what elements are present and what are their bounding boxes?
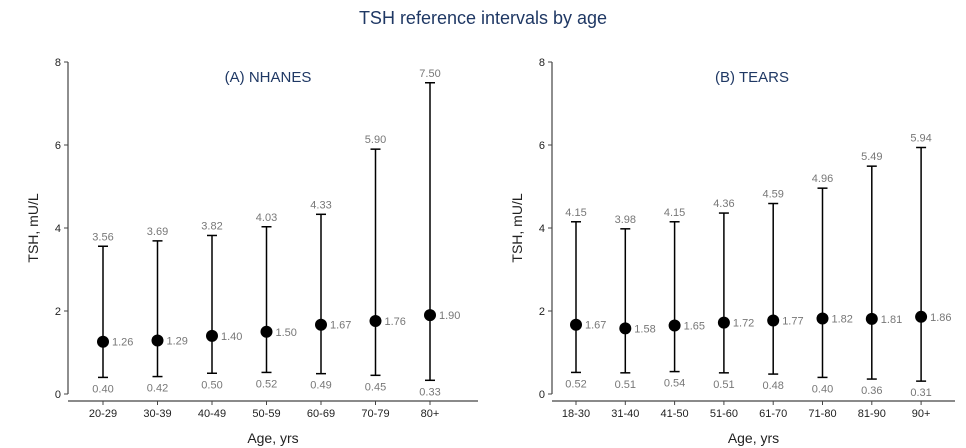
median-value-label: 1.81 (881, 314, 902, 326)
upper-value-label: 5.94 (910, 132, 931, 144)
x-axis-label: Age, yrs (728, 430, 779, 446)
y-tick-label: 6 (55, 140, 61, 152)
upper-value-label: 3.82 (201, 220, 222, 232)
y-tick-label: 4 (55, 223, 61, 235)
x-tick-label: 81-90 (858, 408, 886, 420)
lower-value-label: 0.33 (419, 386, 440, 398)
median-value-label: 1.58 (634, 323, 655, 335)
x-tick-label: 51-60 (710, 408, 738, 420)
median-value-label: 1.50 (276, 327, 297, 339)
lower-value-label: 0.52 (565, 378, 586, 390)
median-point (97, 335, 109, 348)
x-tick-label: 30-39 (143, 408, 171, 420)
median-point (816, 312, 829, 325)
median-point (570, 318, 582, 331)
median-point (668, 319, 681, 332)
panel-title: (B) TEARS (715, 69, 789, 86)
lower-value-label: 0.48 (762, 380, 783, 392)
median-value-label: 1.67 (330, 320, 351, 332)
upper-value-label: 4.36 (713, 198, 734, 210)
median-point (767, 314, 780, 327)
upper-value-label: 4.03 (256, 212, 277, 224)
y-tick-label: 0 (55, 389, 61, 401)
x-tick-label: 20-29 (89, 408, 117, 420)
median-value-label: 1.29 (167, 335, 188, 347)
median-value-label: 1.86 (930, 312, 951, 324)
x-tick-label: 61-70 (759, 408, 787, 420)
median-value-label: 1.40 (221, 331, 242, 343)
lower-value-label: 0.36 (861, 385, 882, 397)
median-value-label: 1.90 (439, 310, 460, 322)
median-point (315, 318, 327, 331)
median-point (717, 316, 730, 329)
y-tick-label: 2 (55, 306, 61, 318)
x-tick-label: 18-30 (562, 408, 590, 420)
median-point (915, 310, 928, 323)
lower-value-label: 0.42 (147, 383, 168, 395)
median-point (151, 334, 164, 347)
x-axis-label: Age, yrs (247, 430, 298, 446)
y-tick-label: 0 (539, 389, 545, 401)
x-tick-label: 60-69 (307, 408, 335, 420)
upper-value-label: 3.98 (615, 214, 636, 226)
x-tick-label: 90+ (912, 408, 931, 420)
x-tick-label: 80+ (421, 408, 440, 420)
upper-value-label: 5.49 (861, 151, 882, 163)
median-point (619, 322, 632, 335)
median-value-label: 1.67 (585, 320, 606, 332)
chart-panel-a: (A) NHANES 0 2 4 6 8 TSH, mU/L Age, yrs 20-29 3.5… (25, 57, 478, 446)
median-value-label: 1.82 (832, 313, 853, 325)
x-tick-label: 41-50 (661, 408, 689, 420)
y-tick-label: 4 (539, 223, 545, 235)
lower-value-label: 0.51 (713, 379, 734, 391)
median-point (369, 314, 382, 327)
lower-value-label: 0.54 (664, 378, 685, 390)
chart-panel-b: (B) TEARS 0 2 4 6 8 TSH, mU/L Age, yrs 18-30 4.15… (509, 57, 955, 446)
upper-value-label: 4.15 (565, 207, 586, 219)
x-tick-label: 70-79 (361, 408, 389, 420)
y-axis-label: TSH, mU/L (509, 193, 525, 262)
lower-value-label: 0.52 (256, 378, 277, 390)
x-tick-label: 40-49 (198, 408, 226, 420)
lower-value-label: 0.31 (910, 387, 931, 399)
upper-value-label: 4.59 (762, 189, 783, 201)
upper-value-label: 4.96 (812, 173, 833, 185)
lower-value-label: 0.51 (615, 379, 636, 391)
x-tick-label: 71-80 (808, 408, 836, 420)
lower-value-label: 0.45 (365, 381, 386, 393)
upper-value-label: 7.50 (419, 68, 440, 80)
median-point (206, 329, 218, 342)
panel-title: (A) NHANES (225, 69, 312, 86)
x-tick-label: 50-59 (252, 408, 280, 420)
lower-value-label: 0.40 (812, 383, 833, 395)
upper-value-label: 4.33 (310, 199, 331, 211)
upper-value-label: 5.90 (365, 134, 386, 146)
y-tick-label: 8 (539, 57, 545, 69)
upper-value-label: 4.15 (664, 207, 685, 219)
lower-value-label: 0.40 (92, 383, 113, 395)
median-point (865, 312, 878, 325)
upper-value-label: 3.69 (147, 226, 168, 238)
y-tick-label: 6 (539, 140, 545, 152)
median-point (424, 309, 436, 322)
median-value-label: 1.76 (385, 316, 406, 328)
upper-value-label: 3.56 (92, 231, 113, 243)
y-axis-label: TSH, mU/L (25, 193, 41, 262)
y-tick-label: 2 (539, 306, 545, 318)
figure-title: TSH reference intervals by age (358, 8, 608, 28)
median-value-label: 1.77 (782, 316, 803, 328)
x-tick-label: 31-40 (611, 408, 639, 420)
median-point (260, 325, 273, 338)
y-tick-label: 8 (55, 57, 61, 69)
median-value-label: 1.26 (112, 337, 133, 349)
median-value-label: 1.72 (733, 318, 754, 330)
median-value-label: 1.65 (684, 321, 705, 333)
lower-value-label: 0.49 (310, 380, 331, 392)
lower-value-label: 0.50 (201, 379, 222, 391)
